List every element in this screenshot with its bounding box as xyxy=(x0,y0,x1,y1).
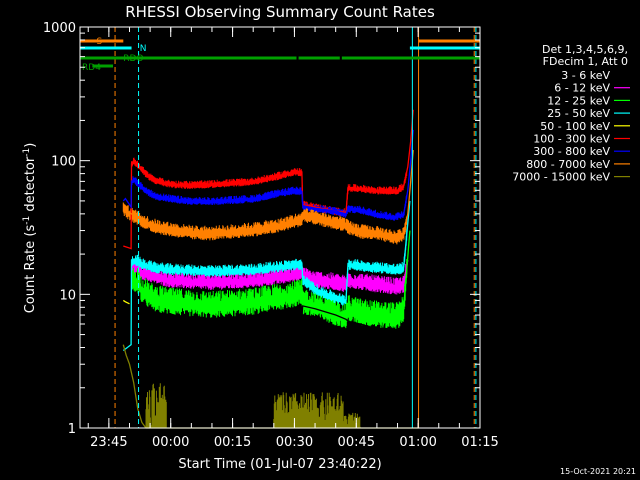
series-line-4 xyxy=(122,299,130,305)
data-layer xyxy=(122,109,419,429)
x-tick-label: 00:30 xyxy=(276,435,313,450)
x-tick-label: 00:15 xyxy=(214,435,251,450)
series-line-3 xyxy=(122,200,411,352)
y-axis-label: Count Rate (s-1 detector-1) xyxy=(22,143,38,314)
y-tick-label: 1 xyxy=(68,422,76,437)
y-tick-label: 100 xyxy=(51,155,76,170)
legend-label-1: 6 - 12 keV xyxy=(554,82,610,95)
x-tick-label: 00:45 xyxy=(338,435,375,450)
legend-label-0: 3 - 6 keV xyxy=(561,69,610,82)
flag-label-s: S xyxy=(96,37,102,47)
instrument-markers xyxy=(114,27,477,428)
series-line-6 xyxy=(122,129,414,218)
legend-label-8: 7000 - 15000 keV xyxy=(512,171,610,184)
legend: Det 1,3,4,5,6,9, FDecim 1, Att 0 3 - 6 k… xyxy=(512,43,630,184)
legend-label-5: 100 - 300 keV xyxy=(533,133,610,146)
flag-label-rdo: RDO xyxy=(123,54,143,64)
legend-label-4: 50 - 100 keV xyxy=(540,120,610,133)
flag-label-rd4: RD4 xyxy=(82,63,101,73)
series-line-2 xyxy=(131,230,411,316)
series-line-5 xyxy=(123,109,414,250)
legend-header-1: Det 1,3,4,5,6,9, xyxy=(542,43,628,56)
x-tick-label: 01:15 xyxy=(461,435,498,450)
series-line-7 xyxy=(122,150,414,238)
plot-frame xyxy=(79,26,481,429)
legend-label-6: 300 - 800 keV xyxy=(533,145,610,158)
x-tick-label: 00:00 xyxy=(152,435,189,450)
flag-label-n: N xyxy=(140,44,147,54)
legend-label-3: 25 - 50 keV xyxy=(547,107,610,120)
x-tick-label: 23:45 xyxy=(90,435,127,450)
series-line-0 xyxy=(130,300,409,336)
legend-label-2: 12 - 25 keV xyxy=(547,94,610,107)
legend-label-7: 800 - 7000 keV xyxy=(526,158,610,171)
chart-title: RHESSI Observing Summary Count Rates xyxy=(125,3,435,21)
x-tick-label: 01:00 xyxy=(399,435,436,450)
y-tick-label: 10 xyxy=(59,288,76,303)
legend-header-2: FDecim 1, Att 0 xyxy=(543,55,628,68)
axes: 23:45 00:00 00:15 00:30 00:45 01:00 01:15 1 10 10… xyxy=(43,21,499,450)
x-axis-label: Start Time (01-Jul-07 23:40:22) xyxy=(178,457,381,472)
y-tick-label: 1000 xyxy=(43,21,76,36)
timestamp: 15-Oct-2021 20:21 xyxy=(560,467,636,476)
